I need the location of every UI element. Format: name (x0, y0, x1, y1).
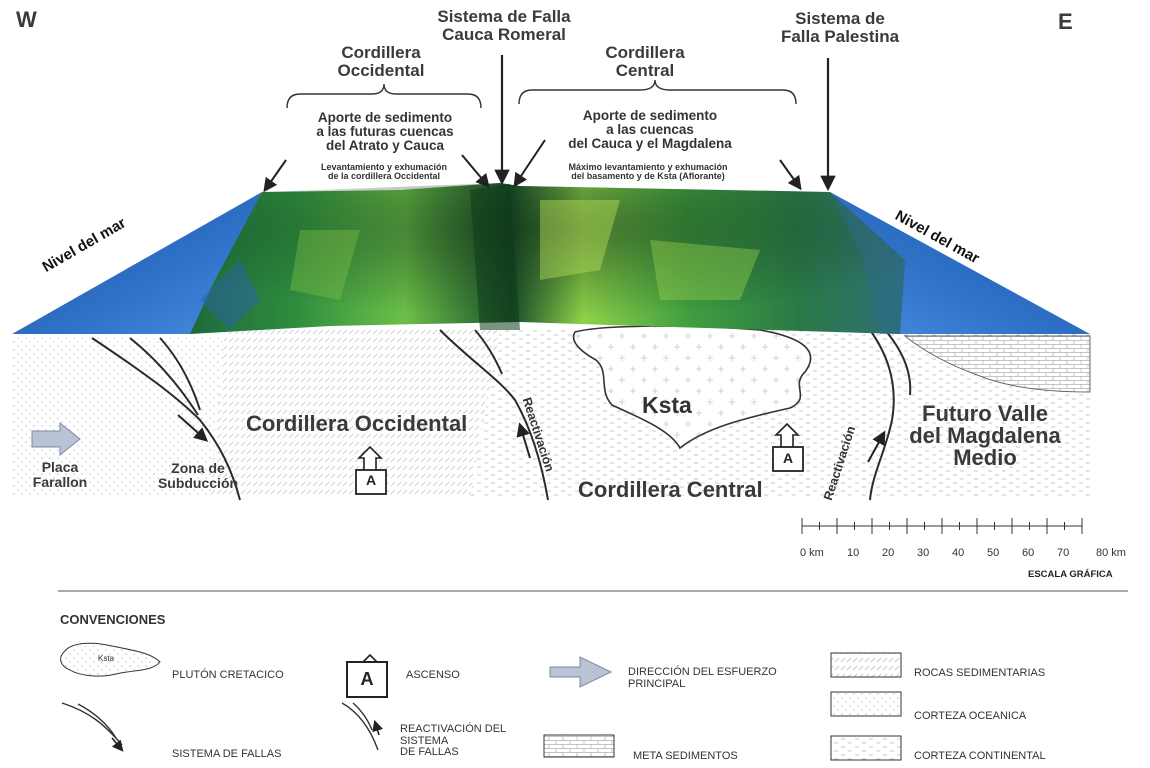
scale-tick-label: 0 km (800, 547, 824, 559)
legend-sedimentary-swatch (830, 652, 902, 678)
legend-pluton-swatch (60, 642, 161, 677)
scale-tick-label: 10 (847, 547, 860, 559)
legend-pluton-tag: Ksta (98, 654, 115, 663)
brace-central (518, 79, 797, 105)
scale-tick-label: 40 (952, 547, 965, 559)
legend-ascenso-label: ASCENSO (406, 669, 460, 681)
levantamiento-central-label: Máximo levantamiento y exhumación del ba… (568, 162, 728, 182)
futuro-valle-label: Futuro Valle del Magdalena Medio (909, 401, 1061, 470)
legend-faults-swatch (77, 703, 117, 739)
ksta-label: Ksta (642, 392, 692, 418)
scale-tick-label: 70 (1057, 547, 1070, 559)
legend-fallas-label: SISTEMA DE FALLAS (172, 748, 282, 760)
scale-title: ESCALA GRÁFICA (1028, 569, 1113, 580)
scale-tick-label: 50 (987, 547, 1000, 559)
ascenso-central-letter: A (782, 450, 794, 466)
reactivation-arrow-left (516, 422, 531, 459)
legend-direccion-label: DIRECCIÓN DEL ESFUERZO PRINCIPAL (628, 666, 777, 690)
east-label: E (1058, 9, 1073, 34)
crust-block (12, 325, 1091, 496)
legend-ascenso-tag: A (360, 669, 374, 689)
metasediments-body (903, 335, 1091, 393)
farallon-plate-arrow (31, 421, 81, 457)
scale-tick-label: 80 km (1096, 547, 1126, 559)
falla-cauca-label: Sistema de Falla Cauca Romeral (437, 7, 571, 44)
legend-title: CONVENCIONES (60, 612, 166, 627)
cordillera-occidental-section-label: Cordillera Occidental (246, 411, 468, 436)
legend-meta-label: META SEDIMENTOS (633, 750, 738, 762)
ascenso-occidental-letter: A (365, 472, 377, 488)
legend-oceanica-label: CORTEZA OCEANICA (914, 710, 1027, 722)
fault-lines (91, 329, 912, 501)
falla-palestina-label: Sistema de Falla Palestina (780, 9, 900, 46)
ascenso-icon-occidental (355, 445, 387, 495)
terrain-surface (12, 183, 1090, 334)
brace-occidental (286, 83, 482, 109)
legend-meta-swatch (543, 734, 615, 758)
sea-level-west (12, 192, 262, 334)
reactivation-arrow-right (867, 430, 886, 463)
callout-arrows (263, 55, 836, 193)
sedimentary-rocks-fill (210, 330, 500, 496)
legend-continental-swatch (830, 735, 902, 761)
placa-farallon-label: Placa Farallon (32, 459, 88, 490)
legend-reactivation-swatch (352, 702, 373, 731)
aporte-central-label: Aporte de sedimento a las cuencas del Ca… (568, 108, 732, 152)
scale-tick-label: 60 (1022, 547, 1035, 559)
cordillera-central-top-label: Cordillera Central (605, 43, 685, 80)
cordillera-central-section-label: Cordillera Central (578, 477, 763, 502)
legend-reactivacion-label: REACTIVACIÓN DEL SISTEMA DE FALLAS (400, 723, 507, 759)
subduction-arrow (177, 414, 209, 442)
legend-stress-arrow (549, 656, 613, 688)
legend-pluton-label: PLUTÓN CRETACICO (172, 669, 284, 681)
scale-tick-label: 20 (882, 547, 895, 559)
scale-tick-label: 30 (917, 547, 930, 559)
relief-shading (190, 183, 905, 334)
west-label: W (16, 7, 37, 32)
aporte-occidental-label: Aporte de sedimento a las futuras cuenca… (316, 110, 454, 154)
levantamiento-occidental-label: Levantamiento y exhumación de la cordill… (320, 162, 448, 182)
legend-continental-label: CORTEZA CONTINENTAL (914, 750, 1046, 762)
legend-symbols (60, 642, 902, 761)
zona-subduccion-label: Zona de Subducción (157, 460, 239, 491)
cordillera-occidental-top-label: Cordillera Occidental (337, 43, 425, 80)
legend-oceanic-swatch (830, 691, 902, 717)
legend-sedimentarias-label: ROCAS SEDIMENTARIAS (914, 667, 1046, 679)
legend-ascenso-swatch (346, 661, 388, 698)
ascenso-icon-central (772, 422, 804, 472)
graphic-scale (801, 518, 1083, 534)
